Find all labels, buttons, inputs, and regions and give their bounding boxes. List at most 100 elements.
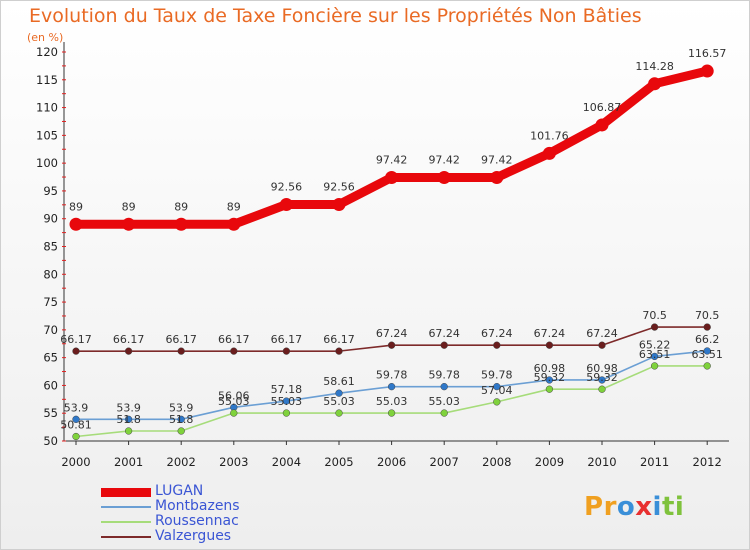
data-point-lugan — [174, 217, 188, 231]
legend-label: Roussennac — [155, 513, 239, 529]
data-point-roussennac — [335, 409, 343, 417]
data-label-montbazens: 56.06 — [218, 389, 250, 402]
y-tick-label: 95 — [43, 184, 58, 198]
data-point-lugan — [279, 197, 293, 211]
data-point-roussennac — [72, 432, 80, 441]
data-point-lugan — [700, 64, 714, 78]
data-point-valzergues — [440, 341, 448, 349]
data-point-valzergues — [703, 323, 711, 331]
data-label-montbazens: 59.78 — [428, 369, 460, 382]
data-point-lugan — [227, 217, 241, 231]
y-tick-label: 55 — [43, 406, 58, 420]
data-point-montbazens — [650, 352, 659, 361]
x-tick-label: 2002 — [167, 455, 196, 469]
data-label-lugan: 97.42 — [376, 153, 408, 166]
data-point-lugan — [332, 197, 346, 211]
data-point-roussennac — [177, 427, 185, 435]
data-label-valzergues: 67.24 — [481, 327, 513, 340]
data-label-valzergues: 66.17 — [323, 333, 355, 346]
data-label-lugan: 89 — [69, 200, 83, 213]
data-label-roussennac: 59.32 — [534, 371, 566, 384]
y-tick-label: 75 — [43, 295, 58, 309]
data-label-lugan: 106.87 — [583, 101, 622, 114]
data-point-roussennac — [545, 385, 554, 393]
data-point-valzergues — [177, 347, 185, 355]
data-label-lugan: 114.28 — [635, 60, 674, 73]
data-point-lugan — [490, 170, 504, 184]
data-point-montbazens — [282, 397, 291, 405]
y-axis-unit-label: (en %) — [27, 31, 64, 44]
x-tick-label: 2008 — [482, 455, 511, 469]
logo-letter: i — [652, 492, 662, 522]
legend-label: Valzergues — [155, 528, 232, 544]
logo-letter: i — [674, 492, 685, 522]
data-label-montbazens: 53.9 — [116, 401, 141, 414]
y-tick-label: 60 — [43, 378, 58, 392]
data-label-valzergues: 67.24 — [376, 327, 408, 340]
y-tick-label: 105 — [36, 128, 58, 142]
data-label-lugan: 97.42 — [481, 153, 513, 166]
data-point-valzergues — [387, 341, 396, 349]
y-tick-label: 65 — [43, 351, 58, 365]
data-label-montbazens: 66.2 — [695, 333, 720, 346]
data-point-roussennac — [703, 362, 711, 370]
logo-letter: P — [584, 492, 604, 522]
data-point-montbazens — [598, 376, 606, 384]
data-label-lugan: 116.57 — [688, 47, 727, 60]
data-point-valzergues — [545, 341, 554, 349]
x-tick-label: 2005 — [324, 455, 353, 469]
data-label-lugan: 89 — [122, 200, 136, 213]
legend-swatch — [101, 521, 151, 523]
data-point-lugan — [385, 170, 399, 184]
proxiti-logo: Proxiti — [584, 492, 684, 522]
data-label-valzergues: 66.17 — [271, 333, 303, 346]
data-label-montbazens: 53.9 — [64, 401, 89, 414]
data-label-roussennac: 63.51 — [691, 348, 723, 361]
data-label-lugan: 92.56 — [271, 180, 303, 193]
data-point-valzergues — [335, 347, 343, 355]
x-tick-label: 2000 — [61, 455, 90, 469]
data-label-roussennac: 59.32 — [586, 371, 618, 384]
data-label-roussennac: 50.81 — [60, 418, 92, 431]
data-point-roussennac — [230, 409, 238, 417]
logo-letter: o — [616, 492, 636, 522]
data-point-roussennac — [598, 385, 606, 393]
data-label-roussennac: 63.51 — [639, 348, 671, 361]
data-label-roussennac: 55.03 — [376, 395, 408, 408]
data-point-montbazens — [545, 376, 554, 384]
y-tick-label: 120 — [36, 45, 58, 59]
chart-title: Evolution du Taux de Taxe Foncière sur l… — [29, 5, 642, 27]
data-label-valzergues: 66.17 — [165, 333, 197, 346]
x-tick-label: 2004 — [272, 455, 301, 469]
x-tick-label: 2007 — [430, 455, 459, 469]
x-tick-label: 2009 — [535, 455, 564, 469]
data-point-montbazens — [703, 347, 711, 355]
data-label-montbazens: 59.78 — [481, 369, 513, 382]
data-point-lugan — [595, 118, 609, 132]
y-tick-label: 50 — [43, 434, 58, 448]
data-label-valzergues: 66.17 — [60, 333, 92, 346]
legend-swatch — [101, 488, 151, 497]
data-label-lugan: 89 — [227, 200, 241, 213]
data-point-valzergues — [282, 347, 291, 355]
data-point-roussennac — [387, 409, 396, 417]
data-label-montbazens: 53.9 — [169, 401, 194, 414]
data-point-roussennac — [440, 409, 448, 417]
data-label-lugan: 101.76 — [530, 129, 569, 142]
x-tick-label: 2012 — [693, 455, 722, 469]
x-tick-label: 2010 — [587, 455, 616, 469]
data-point-valzergues — [72, 347, 80, 355]
data-label-valzergues: 67.24 — [428, 327, 460, 340]
y-tick-label: 90 — [43, 212, 58, 226]
data-point-roussennac — [493, 398, 501, 406]
data-point-montbazens — [493, 383, 501, 391]
data-label-valzergues: 66.17 — [218, 333, 250, 346]
y-tick-label: 115 — [36, 73, 58, 87]
data-label-roussennac: 51.8 — [169, 413, 194, 426]
data-label-roussennac: 55.03 — [428, 395, 460, 408]
y-tick-label: 85 — [43, 240, 58, 254]
data-point-montbazens — [440, 383, 448, 391]
data-point-roussennac — [124, 427, 133, 435]
